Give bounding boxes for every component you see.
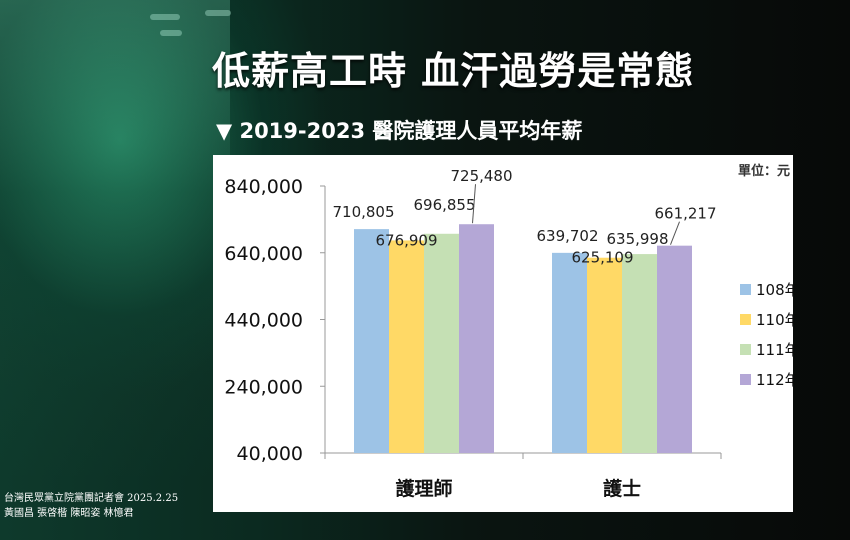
ceiling-light <box>205 10 231 16</box>
label-leader-line <box>472 184 476 224</box>
ceiling-light <box>160 30 182 36</box>
unit-label: 單位：元 <box>738 163 790 179</box>
bar <box>389 240 424 453</box>
y-tick-label: 40,000 <box>237 443 303 465</box>
y-tick-label: 240,000 <box>224 376 303 398</box>
legend-label: 112年 <box>756 371 793 389</box>
credit-line-2: 黃國昌 張啓楷 陳昭姿 林憶君 <box>4 508 134 519</box>
legend-label: 108年 <box>756 281 793 299</box>
page-title: 低薪高工時 血汗過勞是常態 <box>212 49 695 93</box>
bar <box>622 254 657 453</box>
data-label: 639,702 <box>536 227 598 245</box>
data-label: 625,109 <box>571 249 633 267</box>
label-leader-line <box>670 221 680 245</box>
credit-line-1: 台灣民眾黨立院黨團記者會 2025.2.25 <box>4 493 179 504</box>
legend-label: 111年 <box>756 341 793 359</box>
legend-label: 110年 <box>756 311 793 329</box>
bar <box>552 252 587 453</box>
data-label: 710,805 <box>332 203 394 221</box>
y-tick-label: 640,000 <box>224 243 303 265</box>
bar <box>424 233 459 453</box>
bar <box>354 229 389 453</box>
x-category-label: 護士 <box>603 477 641 500</box>
data-label: 696,855 <box>413 196 475 214</box>
bar <box>657 245 692 453</box>
bar-chart: 單位：元 40,000240,000440,000640,000840,000 … <box>224 163 799 500</box>
chart-subtitle: ▼ 2019-2023 醫院護理人員平均年薪 <box>216 119 583 143</box>
x-category-label: 護理師 <box>395 477 452 500</box>
legend-swatch <box>740 374 751 385</box>
legend-swatch <box>740 344 751 355</box>
hospital-corridor-photo <box>0 0 230 480</box>
legend-swatch <box>740 284 751 295</box>
data-label: 676,909 <box>375 231 437 249</box>
chart-panel: 單位：元 40,000 240,000 440,000 640,000 840,000 … <box>213 155 800 512</box>
data-label: 661,217 <box>654 205 716 223</box>
y-tick-label: 840,000 <box>224 176 303 198</box>
bar <box>459 224 494 453</box>
y-tick-label: 440,000 <box>224 310 303 332</box>
data-label: 635,998 <box>606 230 668 248</box>
data-label: 725,480 <box>450 167 512 185</box>
bar <box>587 257 622 453</box>
legend-swatch <box>740 314 751 325</box>
ceiling-light <box>150 14 180 20</box>
